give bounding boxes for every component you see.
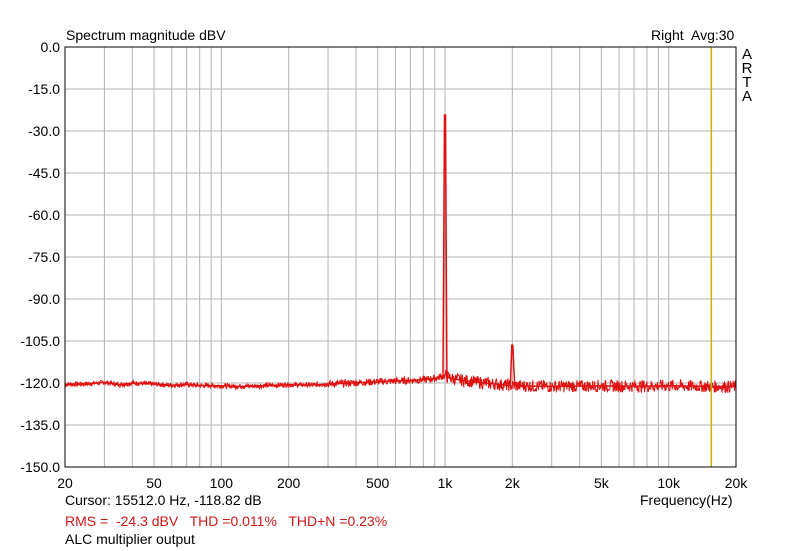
x-tick-label: 20k	[725, 475, 749, 491]
y-tick-label: -135.0	[20, 417, 60, 433]
averaging-label: Avg:30	[691, 27, 735, 43]
x-tick-label: 200	[277, 475, 301, 491]
y-tick-label: -30.0	[28, 123, 60, 139]
x-tick-label: 50	[146, 475, 162, 491]
noise-floor-trace	[64, 369, 737, 394]
y-tick-label: -45.0	[28, 165, 60, 181]
y-tick-label: -150.0	[20, 459, 60, 475]
y-tick-label: -120.0	[20, 375, 60, 391]
measurement-readout: RMS = -24.3 dBV THD =0.011% THD+N =0.23%	[65, 513, 388, 529]
brand-letter: A	[741, 88, 752, 105]
x-tick-label: 5k	[594, 475, 610, 491]
spectrum-trace	[64, 114, 737, 388]
brand-letter: R	[741, 60, 753, 77]
channel-label: Right	[651, 27, 684, 43]
y-tick-label: -105.0	[20, 333, 60, 349]
x-tick-label: 1k	[438, 475, 454, 491]
y-tick-label: 0.0	[41, 39, 61, 55]
x-tick-label: 10k	[657, 475, 681, 491]
x-axis-label: Frequency(Hz)	[640, 492, 733, 508]
y-tick-label: -15.0	[28, 81, 60, 97]
y-tick-label: -75.0	[28, 249, 60, 265]
x-tick-label: 2k	[505, 475, 521, 491]
plot-frame	[64, 46, 737, 468]
brand-letter: T	[742, 74, 752, 91]
chart-title: Spectrum magnitude dBV	[66, 27, 226, 43]
brand-letter: A	[741, 46, 752, 63]
y-tick-label: -60.0	[28, 207, 60, 223]
description-text: ALC multiplier output	[65, 531, 195, 547]
y-tick-label: -90.0	[28, 291, 60, 307]
cursor-readout: Cursor: 15512.0 Hz, -118.82 dB	[65, 492, 262, 508]
x-tick-label: 20	[57, 475, 73, 491]
x-tick-label: 500	[366, 475, 390, 491]
x-tick-label: 100	[210, 475, 234, 491]
